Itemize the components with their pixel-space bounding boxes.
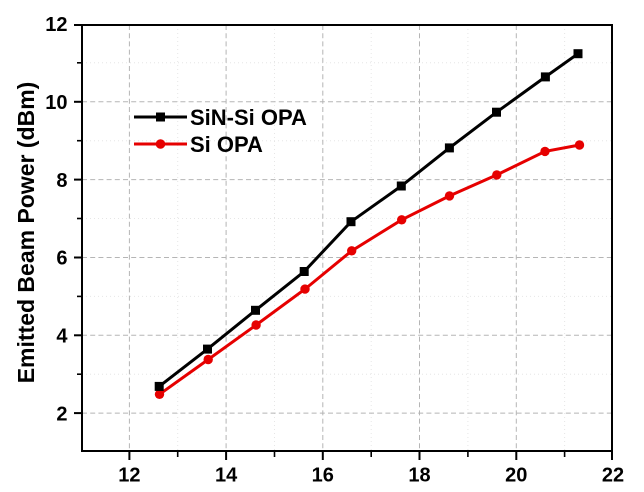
- svg-text:Si OPA: Si OPA: [190, 132, 263, 157]
- svg-text:SiN-Si OPA: SiN-Si OPA: [190, 105, 307, 130]
- svg-text:16: 16: [312, 465, 334, 487]
- svg-text:8: 8: [56, 170, 67, 192]
- svg-text:10: 10: [45, 92, 67, 114]
- svg-text:Emitted Beam Power (dBm): Emitted Beam Power (dBm): [13, 82, 39, 384]
- svg-text:18: 18: [408, 465, 430, 487]
- svg-text:12: 12: [118, 465, 140, 487]
- svg-text:6: 6: [56, 248, 67, 270]
- svg-text:22: 22: [602, 465, 624, 487]
- svg-text:12: 12: [45, 14, 67, 36]
- svg-text:4: 4: [56, 326, 68, 348]
- svg-text:14: 14: [215, 465, 238, 487]
- svg-text:2: 2: [56, 403, 67, 425]
- svg-text:20: 20: [505, 465, 527, 487]
